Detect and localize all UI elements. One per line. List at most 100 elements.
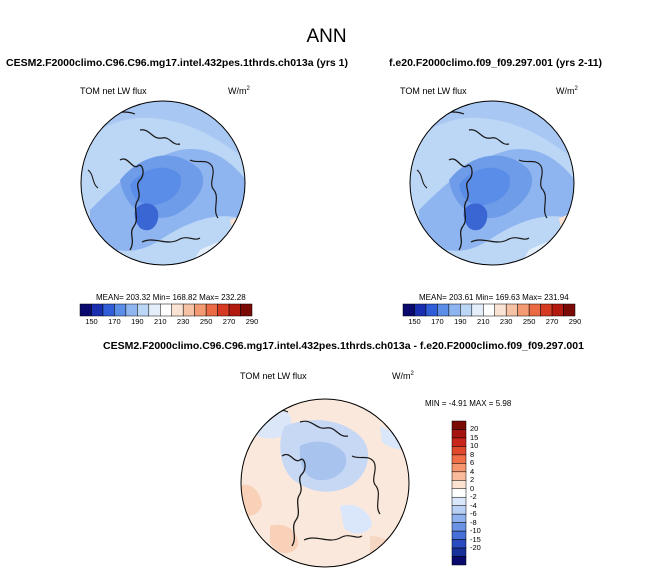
- colorbar-tick-label: 210: [154, 317, 167, 326]
- colorbar-swatch: [451, 446, 467, 456]
- panel3-title: CESM2.F2000climo.C96.C96.mg17.intel.432p…: [103, 340, 584, 352]
- colorbar-tick-label: 290: [568, 317, 582, 326]
- colorbar-tick-label: -4: [470, 500, 477, 510]
- colorbar-tick-label: 10: [470, 441, 479, 451]
- colorbar-tick-label: 230: [176, 317, 190, 326]
- colorbar-swatch: [451, 471, 467, 481]
- colorbar-tick-label: -15: [470, 534, 481, 544]
- panel3-polar-map: [240, 398, 410, 568]
- colorbar-tick-label: 170: [108, 317, 121, 326]
- colorbar-swatch: [451, 420, 467, 430]
- colorbar-swatch: [563, 303, 576, 317]
- panel1-polar-map: [80, 100, 246, 266]
- colorbar-tick-label: 150: [85, 317, 98, 326]
- colorbar-swatch: [205, 303, 218, 317]
- colorbar-swatch: [414, 303, 427, 317]
- colorbar-tick-label: 0: [470, 483, 475, 493]
- colorbar-swatch: [451, 539, 467, 549]
- colorbar-swatch: [102, 303, 115, 317]
- colorbar-swatch: [160, 303, 172, 317]
- panel2-stats: MEAN= 203.61 Min= 169.63 Max= 231.94: [419, 293, 569, 302]
- colorbar-swatch: [451, 556, 467, 566]
- colorbar-swatch: [451, 505, 467, 515]
- colorbar-swatch: [194, 303, 207, 317]
- colorbar-swatch: [451, 480, 467, 490]
- colorbar-swatch: [451, 463, 467, 473]
- colorbar-tick-label: 6: [470, 458, 475, 468]
- colorbar-tick-label: 250: [199, 317, 213, 326]
- colorbar-tick-label: -8: [470, 517, 477, 527]
- colorbar-swatch: [451, 488, 467, 498]
- colorbar-swatch: [114, 303, 127, 317]
- colorbar-tick-label: 230: [499, 317, 513, 326]
- figure-title: ANN: [306, 26, 347, 47]
- colorbar-tick-label: 20: [470, 424, 479, 434]
- colorbar-tick-label: 190: [454, 317, 467, 326]
- colorbar-swatch: [79, 303, 92, 317]
- colorbar-swatch: [528, 303, 541, 317]
- colorbar-tick-label: -6: [470, 509, 477, 519]
- colorbar-swatch: [451, 522, 467, 532]
- colorbar-tick-label: 290: [245, 317, 259, 326]
- colorbar-tick-label: 15: [470, 432, 479, 442]
- panel2-colorbar-labels: 150 170 190 210 230 250 270 290: [403, 317, 581, 329]
- colorbar-swatch: [505, 303, 518, 317]
- panel2-colorbar: [402, 303, 576, 317]
- colorbar-swatch: [228, 303, 241, 317]
- colorbar-swatch: [148, 303, 161, 317]
- panel3-units: W/m2: [392, 371, 414, 381]
- colorbar-tick-label: 210: [477, 317, 490, 326]
- colorbar-tick-label: 8: [470, 449, 475, 459]
- colorbar-swatch: [217, 303, 230, 317]
- panel2-units: W/m2: [556, 86, 578, 96]
- colorbar-swatch: [494, 303, 507, 317]
- colorbar-swatch: [451, 547, 467, 557]
- panel1-colorbar-labels: 150 170 190 210 230 250 270 290: [80, 317, 258, 329]
- colorbar-swatch: [451, 496, 467, 506]
- colorbar-swatch: [125, 303, 138, 317]
- panel3-colorbar-labels: 20 15 10 8 6 4 2 0 -2 -4 -6 -8 -10 -15 -20: [470, 421, 500, 565]
- colorbar-swatch: [451, 530, 467, 540]
- colorbar-swatch: [240, 303, 253, 317]
- colorbar-tick-label: 270: [222, 317, 236, 326]
- colorbar-swatch: [540, 303, 553, 317]
- colorbar-swatch: [171, 303, 184, 317]
- panel2-polar-map: [409, 100, 575, 266]
- colorbar-tick-label: 2: [470, 475, 475, 485]
- colorbar-swatch: [451, 429, 467, 439]
- colorbar-tick-label: -20: [470, 543, 481, 553]
- colorbar-swatch: [517, 303, 530, 317]
- panel3-colorbar: [451, 420, 467, 566]
- colorbar-swatch: [451, 454, 467, 464]
- panel2-title: f.e20.F2000climo.f09_f09.297.001 (yrs 2-…: [389, 57, 603, 69]
- panel1-colorbar: [79, 303, 253, 317]
- colorbar-swatch: [182, 303, 195, 317]
- panel3-min-max: MIN = -4.91 MAX = 5.98: [425, 399, 512, 408]
- colorbar-swatch: [437, 303, 450, 317]
- panel1-variable-label: TOM net LW flux: [80, 86, 147, 96]
- panel1-title: CESM2.F2000climo.C96.C96.mg17.intel.432p…: [6, 57, 348, 69]
- colorbar-swatch: [137, 303, 150, 317]
- colorbar-swatch: [451, 513, 467, 523]
- colorbar-tick-label: 190: [131, 317, 144, 326]
- colorbar-tick-label: -10: [470, 526, 481, 536]
- colorbar-tick-label: 4: [470, 466, 475, 476]
- colorbar-tick-label: -2: [470, 492, 477, 502]
- panel1-units: W/m2: [228, 86, 250, 96]
- panel1-stats: MEAN= 203.32 Min= 168.82 Max= 232.28: [96, 293, 246, 302]
- colorbar-tick-label: 170: [431, 317, 444, 326]
- colorbar-swatch: [448, 303, 461, 317]
- colorbar-swatch: [483, 303, 495, 317]
- colorbar-swatch: [471, 303, 484, 317]
- colorbar-tick-label: 250: [522, 317, 536, 326]
- colorbar-swatch: [425, 303, 438, 317]
- colorbar-swatch: [551, 303, 564, 317]
- colorbar-tick-label: 270: [545, 317, 559, 326]
- colorbar-swatch: [402, 303, 415, 317]
- colorbar-swatch: [460, 303, 473, 317]
- colorbar-tick-label: 150: [408, 317, 421, 326]
- panel3-variable-label: TOM net LW flux: [240, 371, 307, 381]
- colorbar-swatch: [451, 437, 467, 447]
- colorbar-swatch: [91, 303, 104, 317]
- panel2-variable-label: TOM net LW flux: [400, 86, 467, 96]
